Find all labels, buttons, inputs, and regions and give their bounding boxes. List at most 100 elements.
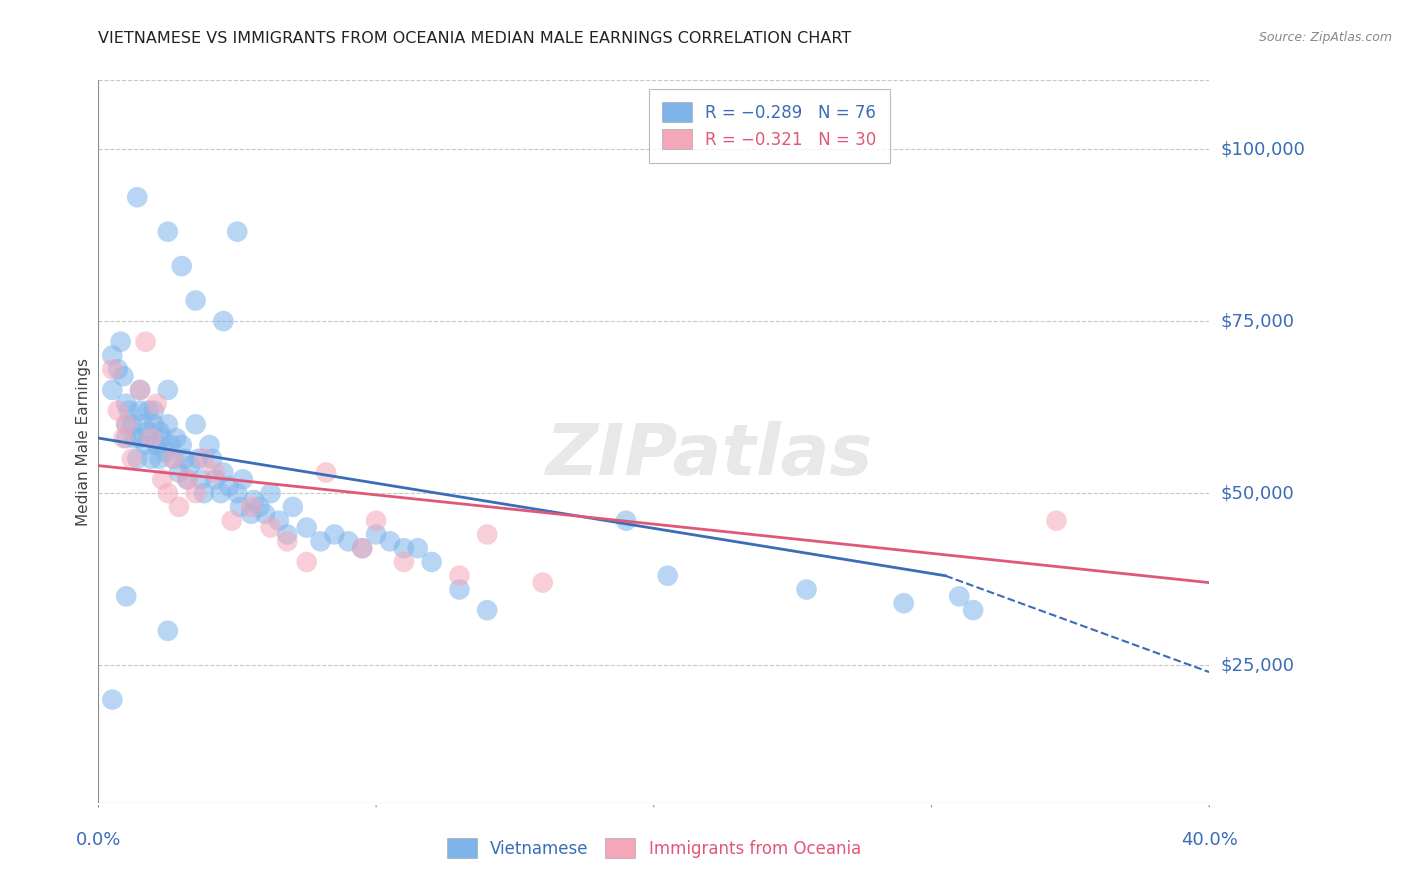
Point (276, 534, 298, 549)
Text: VIETNAMESE VS IMMIGRANTS FROM OCEANIA MEDIAN MALE EARNINGS CORRELATION CHART: VIETNAMESE VS IMMIGRANTS FROM OCEANIA ME… (98, 31, 852, 46)
Point (201, 451, 224, 466)
Point (107, 362, 129, 376)
Point (167, 466, 190, 480)
Point (229, 500, 252, 514)
Point (212, 314, 235, 328)
Point (212, 466, 235, 480)
Point (150, 472, 173, 486)
Point (138, 424, 160, 438)
Point (156, 383, 179, 397)
Point (129, 383, 152, 397)
Point (184, 486, 207, 500)
Point (226, 486, 249, 500)
Point (366, 527, 388, 541)
Point (156, 624, 179, 638)
Point (162, 451, 184, 466)
Point (145, 397, 167, 411)
Point (531, 575, 554, 590)
Point (259, 520, 281, 534)
Point (156, 225, 179, 239)
Point (148, 424, 170, 438)
Point (962, 603, 984, 617)
Point (337, 534, 360, 549)
Text: $75,000: $75,000 (1220, 312, 1295, 330)
Point (162, 451, 184, 466)
Point (132, 417, 155, 432)
Point (893, 596, 915, 610)
Point (124, 431, 146, 445)
Point (1045, 514, 1067, 528)
Point (221, 514, 243, 528)
Point (420, 555, 443, 569)
Text: $50,000: $50,000 (1220, 484, 1294, 502)
Point (115, 417, 138, 432)
Point (352, 541, 374, 556)
Text: ZIPatlas: ZIPatlas (546, 422, 873, 491)
Point (184, 293, 207, 308)
Point (153, 445, 176, 459)
Point (135, 438, 157, 452)
Point (129, 383, 152, 397)
Point (209, 486, 232, 500)
Point (110, 334, 132, 349)
Point (378, 534, 401, 549)
Text: 40.0%: 40.0% (1181, 830, 1237, 848)
Point (392, 555, 415, 569)
Point (249, 500, 271, 514)
Point (232, 472, 254, 486)
Point (165, 431, 187, 445)
Point (129, 431, 152, 445)
Point (127, 451, 149, 466)
Point (295, 555, 318, 569)
Point (156, 486, 179, 500)
Point (121, 451, 143, 466)
Point (115, 431, 138, 445)
Point (323, 527, 346, 541)
Point (796, 582, 818, 597)
Point (948, 590, 970, 604)
Point (115, 417, 138, 432)
Text: 0.0%: 0.0% (76, 830, 121, 848)
Point (204, 472, 226, 486)
Point (449, 582, 471, 597)
Point (143, 403, 166, 417)
Point (135, 334, 157, 349)
Point (392, 541, 415, 556)
Point (253, 507, 276, 521)
Point (112, 431, 135, 445)
Point (657, 568, 679, 582)
Point (184, 417, 207, 432)
Point (176, 472, 198, 486)
Point (179, 458, 201, 473)
Point (129, 403, 152, 417)
Point (141, 431, 163, 445)
Point (281, 500, 304, 514)
Point (176, 472, 198, 486)
Point (101, 692, 124, 706)
Point (204, 466, 226, 480)
Point (115, 590, 138, 604)
Point (159, 438, 181, 452)
Point (352, 541, 374, 556)
Point (475, 603, 499, 617)
Point (614, 514, 637, 528)
Point (127, 190, 149, 204)
Point (167, 500, 190, 514)
Point (173, 451, 195, 466)
Point (240, 500, 263, 514)
Point (148, 451, 170, 466)
Point (187, 451, 209, 466)
Point (259, 486, 281, 500)
Point (193, 486, 215, 500)
Legend: Vietnamese, Immigrants from Oceania: Vietnamese, Immigrants from Oceania (439, 830, 869, 867)
Point (309, 534, 332, 549)
Point (112, 369, 135, 384)
Point (156, 417, 179, 432)
Point (101, 349, 124, 363)
Point (366, 514, 388, 528)
Point (145, 438, 167, 452)
Point (138, 403, 160, 417)
Point (141, 451, 163, 466)
Point (170, 259, 193, 273)
Point (150, 431, 173, 445)
